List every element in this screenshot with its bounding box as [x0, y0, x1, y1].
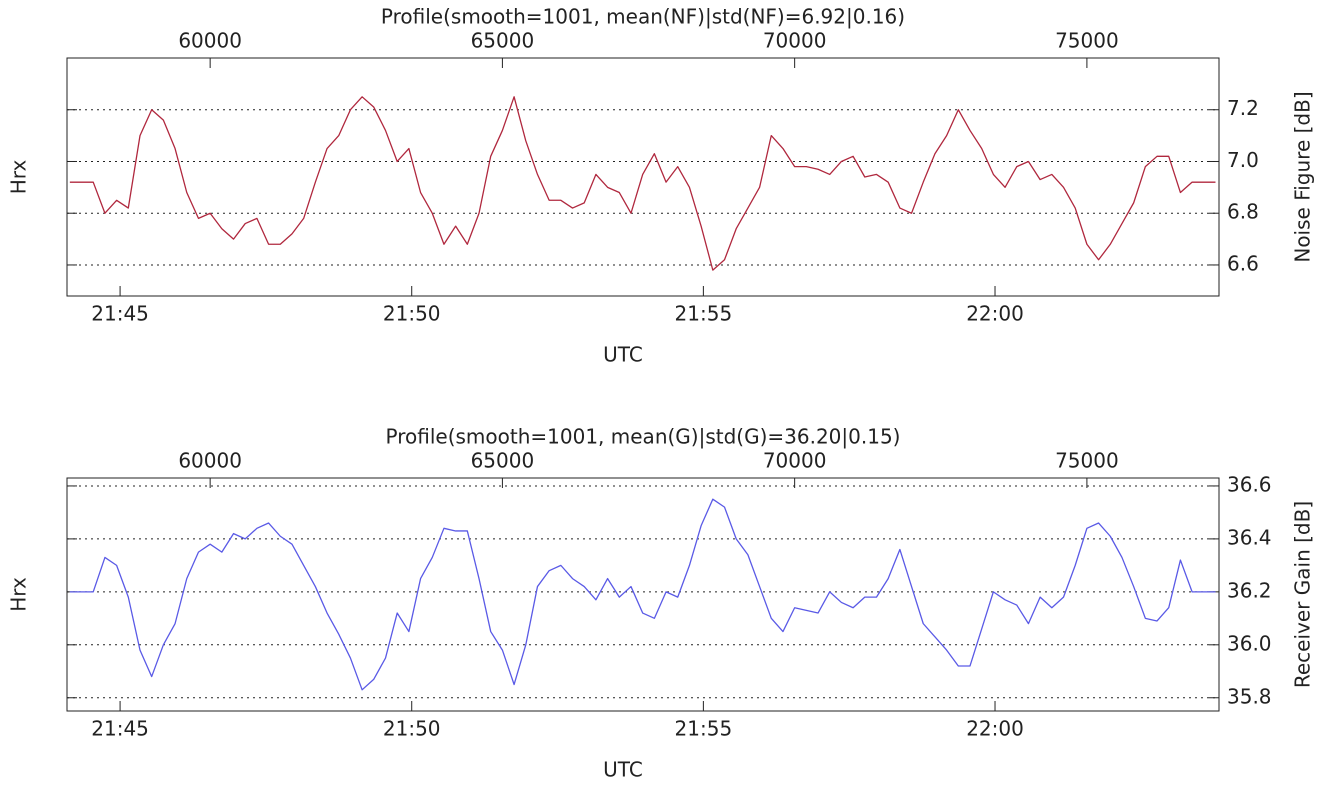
y-tick-label: 7.2: [1227, 96, 1259, 120]
x-bottom-tick-label: 21:55: [675, 717, 733, 741]
y-tick-label: 35.8: [1227, 684, 1272, 708]
x-bottom-tick-label: 21:50: [383, 717, 441, 741]
x-bottom-tick-label: 21:45: [91, 302, 149, 326]
x-top-tick-label: 70000: [763, 29, 827, 53]
x-top-tick-label: 75000: [1055, 29, 1119, 53]
x-bottom-tick-label: 21:45: [91, 717, 149, 741]
plot-frame: [66, 477, 1220, 712]
y2-axis-label: Receiver Gain [dB]: [1291, 501, 1315, 688]
x-top-tick-label: 65000: [471, 449, 535, 473]
y-tick-label: 36.4: [1227, 525, 1272, 549]
y-tick-label: 7.0: [1227, 148, 1259, 172]
chart-title: Profile(smooth=1001, mean(NF)|std(NF)=6.…: [381, 5, 905, 29]
x-bottom-tick-label: 21:50: [383, 302, 441, 326]
x-axis-label: UTC: [603, 343, 643, 367]
x-top-tick-label: 70000: [763, 449, 827, 473]
plot-frame: [66, 57, 1220, 297]
y-tick-label: 6.8: [1227, 200, 1259, 224]
y2-axis-label: Noise Figure [dB]: [1291, 91, 1315, 262]
y-tick-label: 36.0: [1227, 631, 1272, 655]
y-tick-label: 36.6: [1227, 472, 1272, 496]
data-line: [69, 498, 1216, 691]
x-axis-label: UTC: [603, 758, 643, 782]
y-tick-label: 6.6: [1227, 251, 1259, 275]
x-top-tick-label: 60000: [178, 449, 242, 473]
y-tick-label: 36.2: [1227, 578, 1272, 602]
x-top-tick-label: 60000: [178, 29, 242, 53]
chart-title: Profile(smooth=1001, mean(G)|std(G)=36.2…: [386, 425, 901, 449]
y-axis-label: Hrx: [7, 577, 31, 612]
data-line: [69, 96, 1216, 271]
x-top-tick-label: 75000: [1055, 449, 1119, 473]
y-axis-label: Hrx: [7, 160, 31, 195]
x-top-tick-label: 65000: [471, 29, 535, 53]
x-bottom-tick-label: 22:00: [966, 717, 1024, 741]
x-bottom-tick-label: 22:00: [966, 302, 1024, 326]
x-bottom-tick-label: 21:55: [675, 302, 733, 326]
